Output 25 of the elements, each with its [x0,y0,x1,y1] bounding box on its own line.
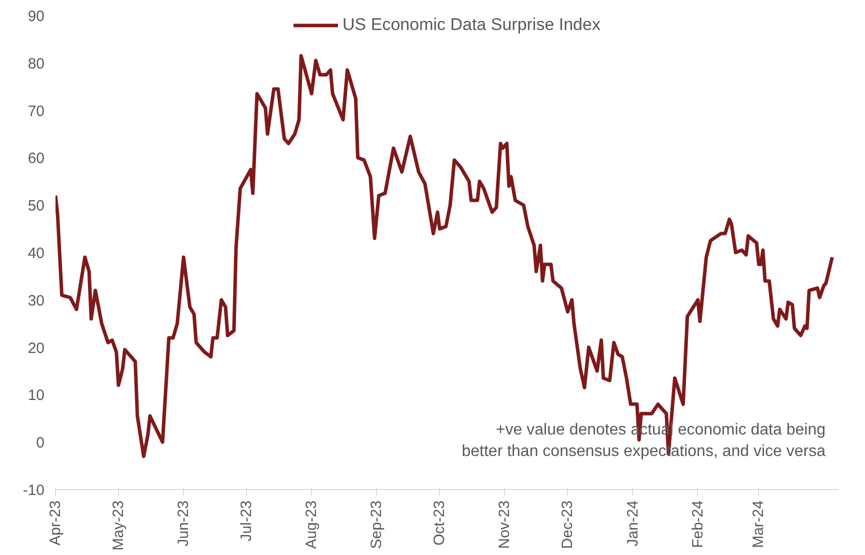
y-tick-label: 0 [36,434,44,452]
x-tick-label: Oct-23 [431,500,448,546]
x-tick-label: Apr-23 [47,500,64,546]
x-tick-label: Sep-23 [368,500,386,549]
x-tick-label: Jul-23 [238,500,256,542]
y-tick-label: 90 [28,8,45,25]
line-series [56,54,834,458]
y-tick-label: 10 [28,387,45,404]
legend-label: US Economic Data Surprise Index [342,15,600,35]
x-tick-label: Aug-23 [303,500,320,549]
y-tick-label: 30 [28,292,45,310]
y-tick-label: -10 [22,482,45,499]
x-tick-label: Dec-23 [559,500,576,549]
x-tick-label: May-23 [110,500,127,551]
x-tick-label: Mar-24 [750,500,768,548]
x-tick-label: Nov-23 [496,500,514,549]
y-tick-label: 70 [28,102,45,120]
x-tick-label: Jun-23 [175,500,192,546]
y-tick-label: 50 [28,198,45,215]
y-tick-label: 80 [28,55,45,72]
y-tick-label: 60 [28,150,45,168]
y-tick-label: 20 [28,340,45,357]
y-tick-label: 40 [28,245,45,262]
x-tick-label: Feb-24 [689,500,706,548]
x-tick-label: Jan-24 [624,500,642,546]
